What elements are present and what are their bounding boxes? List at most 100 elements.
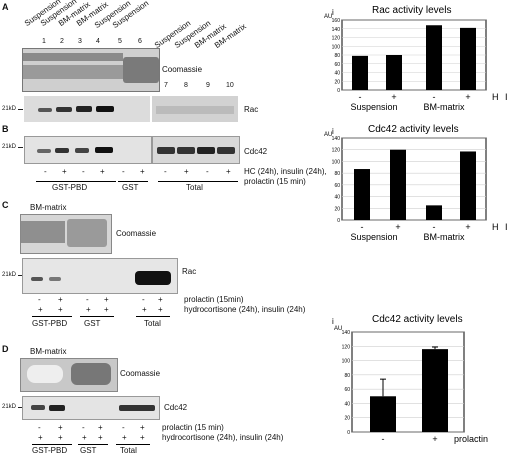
rac-label-c: Rac [182,267,197,276]
row1-label-c: prolactin (15min) [184,295,244,304]
sign-c2-2: + [58,305,63,314]
x-category-label: + [465,222,470,232]
chart-ylabel: AU [334,326,342,332]
y-tick-label: 140 [332,27,341,33]
lane-number-3: 3 [78,38,82,45]
x-category-label: - [433,92,436,102]
bar [354,169,370,220]
coomassie-gel-d [20,358,118,392]
sign-d2-2: + [58,433,63,442]
bar [370,396,396,432]
bar [386,55,402,90]
sign-c2-6: + [158,305,163,314]
coomassie-label-c: Coomassie [116,229,157,238]
panel-letter-c: C [2,200,9,210]
y-tick-label: 100 [342,359,351,365]
panel-d-title: BM-matrix [30,347,67,356]
treatment-b-1: HC (24h), insulin (24h), [244,167,327,176]
lane-number-10: 10 [226,82,234,89]
group-label: BM-matrix [424,232,465,242]
cdc42-label-d: Cdc42 [164,403,188,412]
marker-label-c: 21kD [2,272,17,278]
y-tick-label: 140 [342,330,351,336]
y-tick-label: 120 [332,148,341,154]
x-category-label: - [433,222,436,232]
cdc42-label-b: Cdc42 [244,147,268,156]
x-category-label: - [382,434,385,444]
sign-b-4: + [100,167,105,176]
y-tick-label: 120 [342,344,351,350]
x-category-label: + [391,92,396,102]
chart-title: Rac activity levels [372,5,451,16]
sign-b-3: - [82,167,85,176]
panel-letter-d: D [2,344,9,354]
bar [352,55,368,90]
bar [426,205,442,220]
sign-b-7: - [164,167,167,176]
panel-letter-a: A [2,2,9,12]
sign-c2-1: + [38,305,43,314]
y-tick-label: 60 [334,183,340,189]
coomassie-label-a: Coomassie [162,65,203,74]
sign-b-5: - [122,167,125,176]
lane-number-9: 9 [206,82,210,89]
sign-c2-4: + [104,305,109,314]
chart-ylabel: AU [324,14,332,20]
x-category-label: + [395,222,400,232]
group-label: BM-matrix [424,102,465,112]
y-tick-label: 40 [334,71,340,77]
y-tick-label: 20 [344,416,350,422]
sign-b-8: + [184,167,189,176]
row2-label-d: hydrocortisone (24h), insulin (24h) [162,433,284,442]
y-tick-label: 40 [344,401,350,407]
sign-c1-6: + [158,295,163,304]
group-total-b: Total [186,183,203,192]
sign-b-6: + [140,167,145,176]
sign-d1-3: - [82,423,85,432]
sign-c1-1: - [38,295,41,304]
bar [426,25,442,90]
sign-c2-5: + [142,305,147,314]
sign-b-10: + [226,167,231,176]
group-gst-pbd-d: GST-PBD [32,446,68,455]
chart-panel-label: i [332,8,334,17]
bar [390,149,406,220]
treatment-label: H I P [492,92,512,102]
sign-d2-3: + [82,433,87,442]
lane-number-1: 1 [42,38,46,45]
sign-b-9: - [206,167,209,176]
sign-d2-4: + [98,433,103,442]
sign-d1-6: + [140,423,145,432]
panel-letter-b: B [2,124,9,134]
x-suffix-label: prolactin [454,434,488,444]
sign-c1-2: + [58,295,63,304]
chart-title: Cdc42 activity levels [372,314,463,325]
y-tick-label: 0 [347,430,350,436]
lane-number-4: 4 [96,38,100,45]
cdc42-blot-right [152,136,240,164]
rac-label-a: Rac [244,105,259,114]
panel-c-title: BM-matrix [30,203,67,212]
sign-b-1: - [44,167,47,176]
chart-title: Cdc42 activity levels [368,124,459,135]
rac-activity-chart: i Rac activity levels AU 0 20 40 60 80 100 120 140… [324,5,512,112]
group-gst-d: GST [80,446,97,455]
lane-number-5: 5 [118,38,122,45]
marker-label-d: 21kD [2,404,17,410]
group-label: Suspension [350,102,397,112]
lane-number-6: 6 [138,38,142,45]
sign-d1-1: - [38,423,41,432]
bar [460,27,476,90]
x-category-label: - [359,92,362,102]
chart-panel-label: i [332,317,334,326]
y-tick-label: 120 [332,36,341,42]
marker-label-a: 21kD [2,106,17,112]
coomassie-label-d: Coomassie [120,369,161,378]
row1-label-d: prolactin (15 min) [162,423,224,432]
rac-blot-c [22,258,178,294]
x-category-label: - [361,222,364,232]
coomassie-gel-c [20,214,112,254]
cdc42-blot-left [24,136,152,164]
sign-d2-5: + [122,433,127,442]
sign-d1-2: + [58,423,63,432]
